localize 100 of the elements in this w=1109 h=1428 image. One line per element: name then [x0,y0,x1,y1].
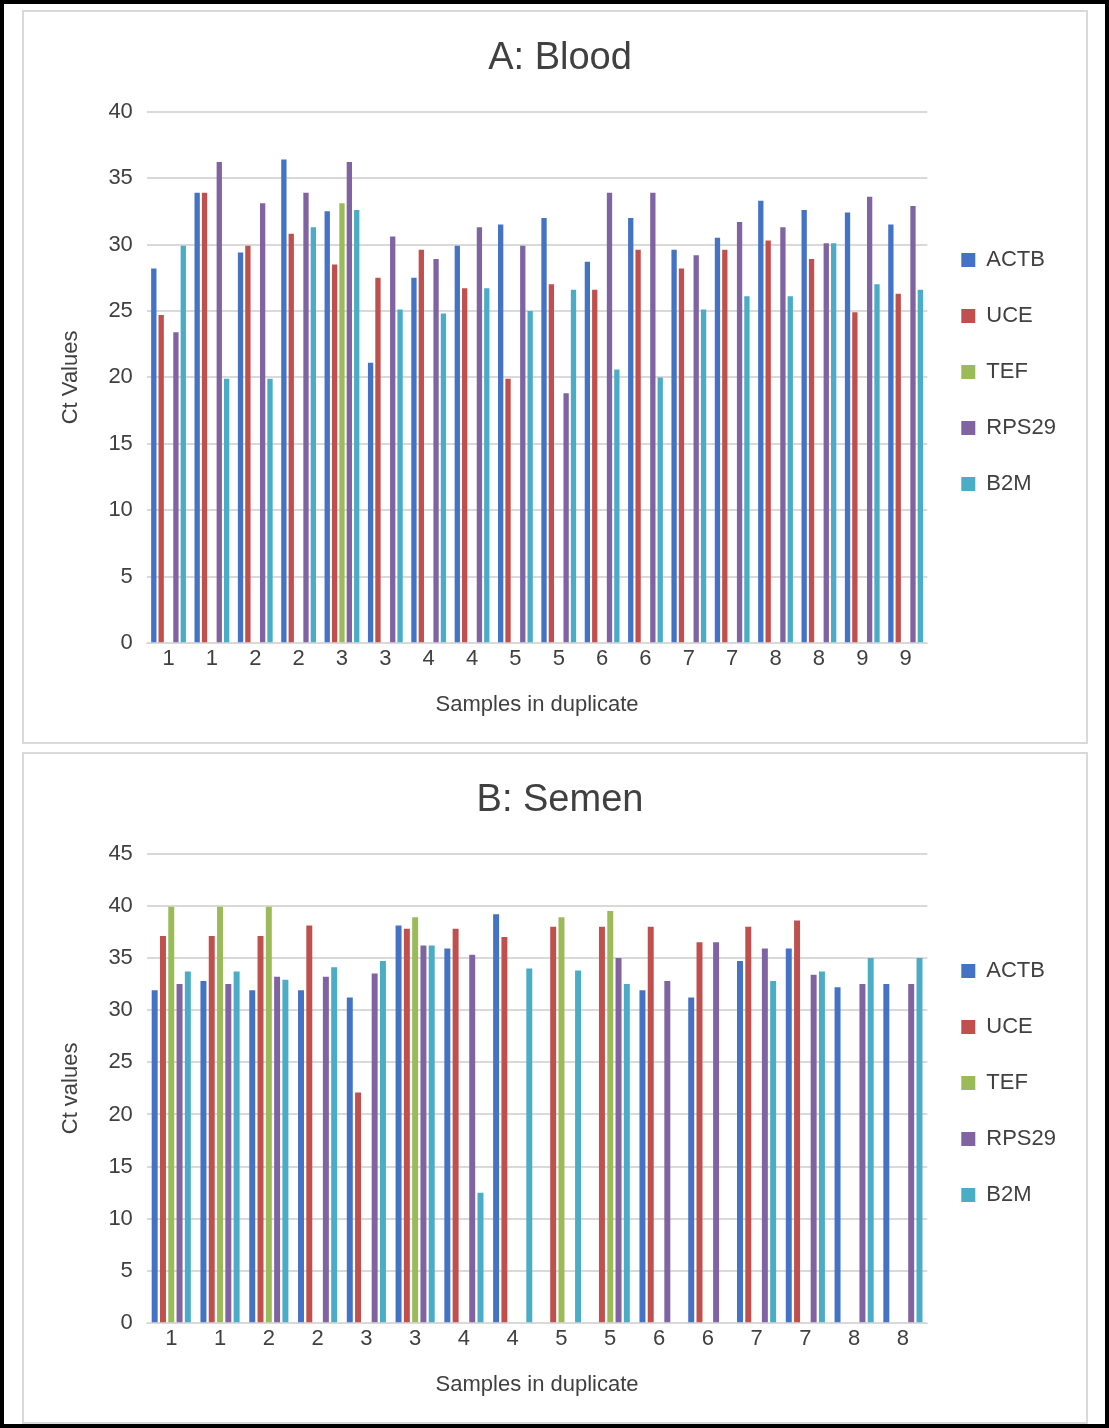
bar [281,159,287,643]
legend-label: TEF [986,358,1028,384]
bar [910,205,916,643]
bar [785,948,792,1323]
legend-label: ACTB [986,957,1045,983]
x-tick-label: 3 [409,1325,422,1351]
bar [883,984,890,1323]
bar [770,980,777,1323]
y-tick-label: 40 [108,891,133,917]
x-axis-title: Samples in duplicate [435,1370,639,1396]
x-tick-label: 1 [165,1325,178,1351]
bar [397,309,403,643]
bar [563,393,569,643]
bar [852,312,858,643]
bar [298,990,304,1323]
legend-label: TEF [986,1069,1028,1095]
x-tick-label: 9 [856,645,869,671]
x-tick-label: 6 [595,645,609,671]
bar [501,937,508,1323]
bar [452,928,459,1323]
x-tick-label: 2 [262,1325,275,1351]
bar [623,984,630,1323]
x-tick-label: 3 [335,645,349,671]
x-tick-label: 2 [249,645,262,671]
x-tick-label: 5 [509,645,522,671]
y-tick-label: 25 [108,297,133,323]
bar [440,313,447,643]
bar [176,984,183,1323]
bar [454,245,460,643]
bar [217,906,224,1323]
bar [173,332,179,643]
x-tick-label: 2 [292,645,305,671]
y-tick-label: 20 [108,1100,133,1126]
bar [657,377,663,643]
x-tick-label: 3 [379,645,392,671]
y-axis-title: Ct Values [57,330,83,425]
y-tick-label: 25 [108,1048,133,1074]
y-axis-title: Ct values [57,1042,83,1135]
x-tick-label: 8 [769,645,782,671]
bar [249,990,256,1323]
bar [722,249,728,643]
bar [331,967,338,1323]
y-tick-label: 40 [108,97,133,123]
bar [678,268,685,643]
bar [265,906,272,1323]
bar [371,973,378,1323]
x-tick-label: 7 [726,645,739,671]
bar [823,243,829,643]
bar [184,971,191,1323]
bar [245,245,251,643]
x-tick-label: 5 [552,645,565,671]
legend-label: B2M [986,470,1032,496]
bar [259,203,266,643]
bar [282,979,289,1323]
bar [874,284,880,643]
bar [168,906,175,1323]
bar [208,936,215,1323]
bar [607,911,614,1323]
bar [151,268,157,643]
bar [339,203,345,643]
x-tick-label: 5 [555,1325,568,1351]
y-tick-label: 15 [108,429,133,455]
bar [520,245,526,643]
x-tick-label: 5 [604,1325,617,1351]
y-tick-label: 15 [108,1152,133,1178]
bar [615,957,622,1323]
chart-title: B: Semen [476,777,644,820]
x-tick-label: 1 [162,645,175,671]
bar [737,961,743,1323]
x-tick-label: 6 [652,1325,666,1351]
bar [895,293,901,643]
x-tick-label: 3 [360,1325,373,1351]
x-tick-label: 4 [457,1325,471,1351]
y-tick-label: 30 [108,996,133,1022]
bar [780,227,786,643]
bar [303,192,309,643]
bar [379,961,386,1323]
chart-title: A: Blood [488,35,632,78]
bar [216,162,222,643]
bar [267,378,273,643]
y-tick-label: 10 [108,496,133,522]
bar [541,217,547,643]
x-axis-title: Samples in duplicate [435,690,639,716]
bar [354,209,360,643]
bar [688,997,695,1323]
bar [801,209,807,643]
bar [390,236,396,643]
y-tick-label: 0 [120,1309,133,1335]
bar [830,243,837,643]
bar [428,945,435,1323]
bar [306,925,313,1323]
x-tick-label: 4 [422,645,435,671]
bar [598,926,605,1323]
bar [331,264,338,643]
bar [526,968,533,1323]
x-tick-label: 7 [799,1325,812,1351]
bar [888,224,894,643]
bar [498,224,504,643]
y-tick-label: 35 [108,164,133,190]
bar [412,917,419,1323]
